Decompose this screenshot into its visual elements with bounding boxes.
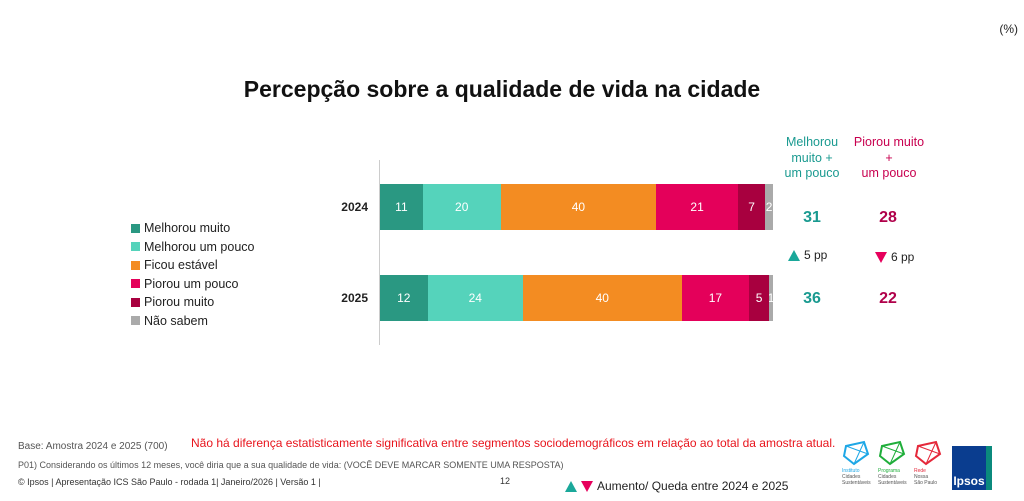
legend-item: Piorou um pouco bbox=[131, 275, 254, 294]
base-note: Base: Amostra 2024 e 2025 (700) bbox=[18, 441, 168, 452]
unit-label: (%) bbox=[999, 22, 1018, 36]
significance-note: Não há diferença estatisticamente signif… bbox=[191, 436, 836, 450]
partner-logo: Rede Nossa São Paulo bbox=[914, 440, 946, 486]
legend-item: Melhorou um pouco bbox=[131, 238, 254, 257]
header-line: Melhorou bbox=[785, 135, 839, 149]
positive-change-value: 5 pp bbox=[804, 248, 828, 262]
decrease-triangle-icon bbox=[875, 251, 887, 263]
negative-change-value: 6 pp bbox=[891, 250, 915, 264]
bar-segment: 21 bbox=[656, 184, 738, 230]
negative-2025: 22 bbox=[879, 290, 897, 307]
legend-label: Piorou muito bbox=[144, 295, 215, 310]
logo-text: Cidades bbox=[878, 474, 897, 480]
category-axis bbox=[379, 160, 380, 345]
ipsos-logo: Ipsos bbox=[952, 446, 992, 490]
header-line: muito + bbox=[791, 150, 833, 165]
bar-segment: 7 bbox=[737, 184, 766, 230]
legend-label: Ficou estável bbox=[144, 258, 218, 273]
bar-segment: 17 bbox=[681, 275, 750, 321]
legend-swatch bbox=[131, 316, 140, 326]
header-line: + bbox=[885, 150, 893, 165]
legend: Melhorou muito Melhorou um pouco Ficou est… bbox=[131, 219, 254, 330]
negative-2024: 28 bbox=[879, 209, 897, 226]
change-legend: Aumento/ Queda entre 2024 e 2025 bbox=[565, 479, 788, 493]
data-label: 7 bbox=[748, 200, 755, 214]
bar-segment: 1 bbox=[769, 275, 773, 321]
network-logo-icon bbox=[842, 440, 870, 466]
logo-text: Sustentáveis bbox=[878, 480, 907, 486]
positive-2025: 36 bbox=[803, 290, 821, 307]
positive-header: Melhorou muito + um pouco bbox=[767, 135, 857, 182]
header-line: um pouco bbox=[861, 166, 917, 180]
data-label: 2 bbox=[765, 200, 773, 214]
legend-item: Piorou muito bbox=[131, 293, 254, 312]
header-line: Piorou muito bbox=[853, 135, 925, 149]
data-label: 5 bbox=[755, 291, 763, 305]
bar-2025: 12 24 40 17 5 1 bbox=[380, 275, 773, 321]
logo-text: São Paulo bbox=[914, 480, 938, 486]
legend-swatch bbox=[131, 279, 140, 289]
header-line: um pouco bbox=[784, 166, 840, 180]
bar-segment: 40 bbox=[522, 275, 682, 321]
increase-triangle-icon bbox=[788, 249, 800, 261]
legend-swatch bbox=[131, 297, 140, 307]
bar-segment: 2 bbox=[765, 184, 773, 230]
data-label: 40 bbox=[595, 291, 609, 305]
page-number: 12 bbox=[500, 476, 511, 486]
negative-change: 6 pp bbox=[875, 250, 914, 264]
bar-2024: 11 20 40 21 7 2 bbox=[380, 184, 773, 230]
copyright: © Ipsos | Apresentação ICS São Paulo - r… bbox=[18, 477, 321, 487]
positive-change: 5 pp bbox=[788, 248, 827, 262]
data-label: 11 bbox=[395, 200, 408, 214]
bar-segment: 12 bbox=[380, 275, 428, 321]
legend-item: Ficou estável bbox=[131, 256, 254, 275]
logo-text: Instituto bbox=[842, 468, 860, 474]
logo-text: Programa bbox=[878, 468, 900, 474]
bar-segment: 40 bbox=[500, 184, 657, 230]
logo-text: Cidades bbox=[842, 474, 861, 480]
data-label: 24 bbox=[468, 291, 482, 305]
legend-label: Melhorou um pouco bbox=[144, 239, 255, 254]
data-label: 21 bbox=[690, 200, 704, 214]
logo-text: Rede bbox=[914, 468, 926, 474]
negative-header: Piorou muito + um pouco bbox=[844, 135, 934, 182]
data-label: 20 bbox=[455, 200, 469, 214]
decrease-triangle-icon bbox=[581, 480, 593, 492]
data-label: 17 bbox=[708, 291, 723, 305]
legend-label: Melhorou muito bbox=[144, 221, 231, 236]
legend-item: Melhorou muito bbox=[131, 219, 254, 238]
question-text: P01) Considerando os últimos 12 meses, v… bbox=[18, 460, 564, 470]
legend-swatch bbox=[131, 242, 140, 252]
logo-text: Nossa bbox=[914, 474, 929, 480]
legend-swatch bbox=[131, 223, 140, 233]
increase-triangle-icon bbox=[565, 480, 577, 492]
bar-segment: 11 bbox=[380, 184, 423, 230]
partner-logos: Instituto Cidades Sustentáveis Programa Cida… bbox=[842, 440, 946, 486]
bar-segment: 20 bbox=[422, 184, 501, 230]
positive-2024: 31 bbox=[803, 209, 821, 226]
legend-label: Não sabem bbox=[144, 313, 208, 328]
partner-logo: Instituto Cidades Sustentáveis bbox=[842, 440, 874, 486]
chart-title: Percepção sobre a qualidade de vida na c… bbox=[243, 76, 761, 102]
network-logo-icon bbox=[878, 440, 906, 466]
logo-text: Sustentáveis bbox=[842, 480, 871, 486]
partner-logo: Programa Cidades Sustentáveis bbox=[878, 440, 910, 486]
legend-label: Piorou um pouco bbox=[144, 276, 239, 291]
data-label: 12 bbox=[397, 291, 411, 305]
legend-swatch bbox=[131, 260, 140, 270]
data-label: 1 bbox=[769, 291, 773, 305]
legend-item: Não sabem bbox=[131, 312, 254, 331]
year-label-2024: 2024 bbox=[341, 200, 368, 214]
bar-segment: 5 bbox=[749, 275, 769, 321]
change-legend-text: Aumento/ Queda entre 2024 e 2025 bbox=[597, 479, 789, 493]
network-logo-icon bbox=[914, 440, 942, 466]
year-label-2025: 2025 bbox=[341, 291, 368, 305]
data-label: 40 bbox=[571, 200, 586, 214]
bar-segment: 24 bbox=[427, 275, 523, 321]
